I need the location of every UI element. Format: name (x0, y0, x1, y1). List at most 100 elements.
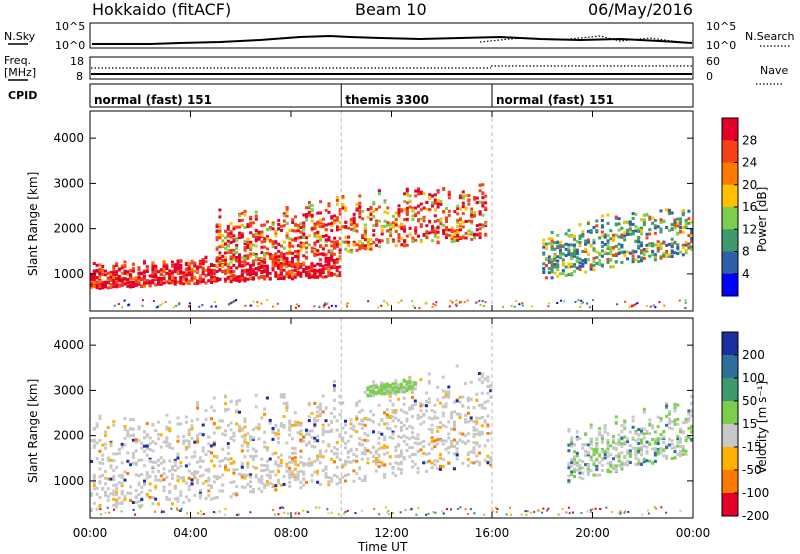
ground-scatter-cell (478, 299, 481, 302)
data-cell (321, 468, 325, 472)
data-cell (207, 273, 211, 277)
data-cell (595, 444, 599, 448)
data-cell (126, 429, 130, 433)
data-cell (606, 234, 610, 238)
data-cell (397, 444, 401, 448)
data-cell (288, 242, 292, 246)
x-tick-label: 16:00 (475, 526, 510, 540)
data-cell (338, 242, 342, 246)
data-cell (542, 271, 546, 274)
data-cell (154, 267, 158, 271)
data-cell (131, 267, 135, 271)
data-cell (184, 455, 188, 459)
data-cell (218, 260, 222, 264)
data-cell (450, 226, 454, 230)
data-cell (405, 243, 409, 247)
data-cell (240, 269, 244, 273)
ground-scatter-cell (200, 510, 202, 513)
data-cell (628, 430, 632, 434)
cpid-label: CPID (8, 89, 37, 102)
data-cell (251, 428, 255, 432)
data-cell (134, 276, 138, 280)
data-cell (684, 418, 688, 421)
data-cell (154, 478, 158, 482)
data-cell (196, 435, 200, 439)
data-cell (433, 201, 437, 205)
data-cell (405, 443, 409, 446)
velocity-cells (90, 318, 694, 518)
data-cell (229, 280, 233, 284)
data-cell (131, 461, 135, 465)
data-cell (277, 275, 280, 279)
data-cell (428, 219, 432, 223)
data-cell (411, 385, 414, 389)
data-cell (332, 386, 336, 390)
data-cell (190, 472, 194, 476)
data-cell (430, 430, 434, 434)
data-cell (377, 387, 381, 390)
data-cell (592, 460, 596, 464)
data-cell (92, 438, 96, 442)
data-cell (595, 468, 599, 472)
data-cell (92, 285, 96, 289)
ground-scatter-cell (652, 304, 655, 307)
data-cell (299, 245, 303, 249)
data-cell (673, 422, 677, 426)
data-cell (115, 264, 119, 267)
ground-scatter-cell (233, 299, 236, 302)
data-cell (355, 417, 359, 421)
data-cell (413, 462, 417, 466)
data-cell (302, 221, 306, 225)
data-cell (123, 260, 127, 264)
data-cell (595, 437, 599, 441)
data-cell (316, 275, 320, 279)
ground-scatter-cell (294, 512, 297, 515)
data-cell (338, 401, 342, 405)
data-cell (349, 422, 353, 426)
data-cell (296, 258, 300, 261)
data-cell (173, 282, 177, 286)
data-cell (584, 450, 588, 453)
data-cell (556, 259, 560, 263)
data-cell (321, 430, 325, 434)
data-cell (637, 246, 641, 250)
data-cell (442, 224, 446, 227)
data-cell (489, 457, 493, 461)
data-cell (271, 266, 275, 269)
data-cell (400, 243, 404, 247)
data-cell (265, 480, 269, 484)
data-cell (190, 276, 194, 280)
ground-scatter-cell (631, 304, 633, 307)
data-cell (653, 258, 657, 262)
data-cell (349, 250, 353, 254)
data-cell (229, 250, 233, 254)
data-cell (296, 470, 300, 474)
data-cell (187, 431, 191, 435)
data-cell (567, 443, 571, 447)
data-cell (249, 245, 253, 249)
data-cell (260, 469, 264, 473)
data-cell (391, 436, 395, 440)
data-cell (673, 223, 677, 227)
data-cell (459, 207, 462, 211)
data-cell (324, 267, 328, 270)
data-cell (210, 444, 213, 448)
data-cell (439, 456, 442, 460)
data-cell (575, 468, 579, 472)
data-cell (581, 471, 585, 475)
data-cell (553, 247, 557, 251)
data-cell (374, 462, 378, 466)
data-cell (447, 209, 451, 213)
data-cell (229, 272, 233, 276)
data-cell (380, 446, 384, 450)
data-cell (238, 399, 241, 402)
data-cell (145, 471, 149, 475)
data-cell (592, 463, 596, 467)
data-cell (400, 237, 404, 241)
data-cell (648, 228, 652, 232)
data-cell (131, 427, 135, 431)
data-cell (461, 201, 465, 205)
data-cell (617, 252, 621, 256)
freq-label-1: Freq. (4, 54, 31, 67)
ground-scatter-cell (200, 513, 203, 516)
